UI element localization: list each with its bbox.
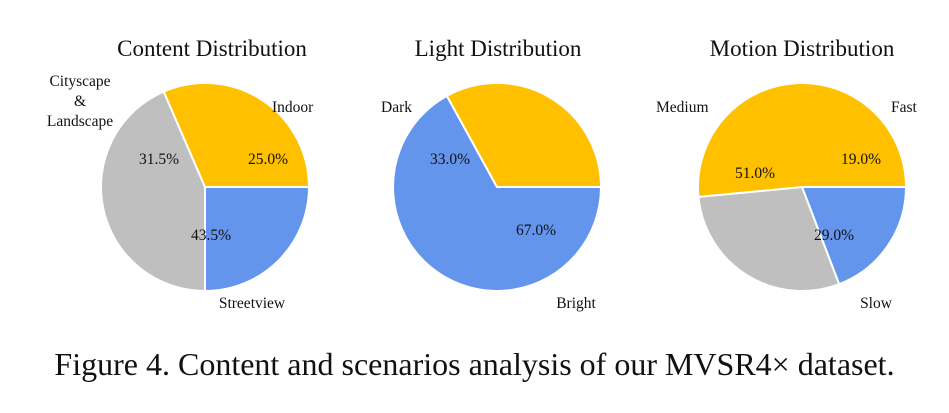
light-distribution-chart: Light Distribution 67.0% Bright 33.0% Dark [381,36,603,312]
figure-caption: Figure 4. Content and scenarios analysis… [54,346,895,382]
content-distribution-chart: Content Distribution 25.0% Indoor 43.5% Str… [47,36,314,312]
content-category-label-cityscape-landscape: Cityscape & Landscape [47,73,113,130]
motion-distribution-chart: Motion Distribution 19.0% Fast 29.0% Slow 51… [656,36,918,312]
motion-pct-label-slow: 29.0% [814,227,854,244]
motion-pct-label-fast: 19.0% [841,151,881,168]
light-pie-slice-dark [445,82,603,188]
motion-pie-slice-slow [697,185,841,292]
content-pct-label-cityscape-landscape: 31.5% [139,151,179,168]
content-category-label-line: Cityscape [49,73,110,90]
content-pie-slice-cityscape-landscape [162,82,311,188]
motion-category-label-fast: Fast [891,99,918,116]
light-distribution-title: Light Distribution [415,36,582,61]
content-pct-label-indoor: 25.0% [248,151,288,168]
motion-distribution-title: Motion Distribution [710,36,895,61]
light-pct-label-bright: 67.0% [516,222,556,239]
light-pct-label-dark: 33.0% [430,151,470,168]
light-pie-slice-bright [392,94,603,292]
content-category-label-streetview: Streetview [219,295,286,312]
light-category-label-bright: Bright [556,295,596,312]
content-category-label-line: Landscape [47,113,113,130]
motion-pie-slice-fast [800,186,908,286]
content-pct-label-streetview: 43.5% [191,227,231,244]
motion-pie-slice-medium [697,82,908,198]
content-pie-slice-streetview [100,90,206,293]
content-category-label-line: & [74,93,86,110]
motion-category-label-medium: Medium [656,99,709,116]
light-category-label-dark: Dark [381,99,412,116]
content-distribution-title: Content Distribution [117,36,307,61]
motion-pct-label-medium: 51.0% [735,165,775,182]
motion-category-label-slow: Slow [860,295,893,312]
content-pie-slice-indoor [204,186,311,293]
content-category-label-indoor: Indoor [272,99,314,116]
